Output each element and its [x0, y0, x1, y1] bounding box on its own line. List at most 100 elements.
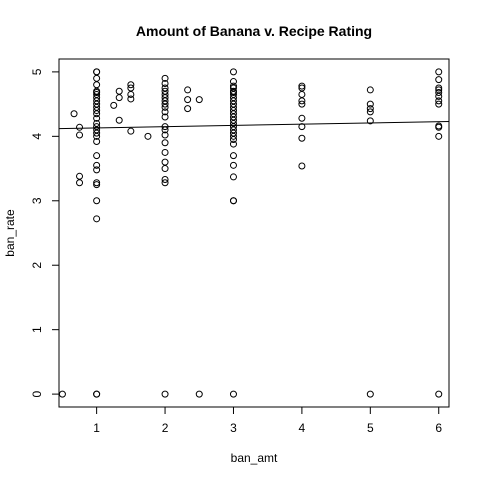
- data-point-123: [435, 123, 443, 131]
- data-point-17: [93, 107, 101, 115]
- data-point-45: [161, 74, 169, 82]
- regression-line: [58, 121, 450, 130]
- data-point-102: [298, 97, 306, 105]
- data-point-19: [93, 114, 101, 122]
- y-tick-label-2: 2: [30, 262, 44, 269]
- data-point-3: [76, 131, 84, 139]
- data-point-119: [435, 92, 443, 100]
- x-tick-label-2: 3: [230, 421, 237, 435]
- data-point-5: [76, 179, 84, 187]
- data-point-91: [229, 136, 237, 144]
- data-point-24: [93, 132, 101, 140]
- data-point-101: [298, 90, 306, 98]
- data-point-52: [161, 100, 169, 108]
- data-point-39: [127, 81, 135, 89]
- data-point-113: [366, 390, 374, 398]
- data-point-60: [161, 148, 169, 156]
- y-tick-label-4: 4: [30, 133, 44, 140]
- data-point-42: [127, 95, 135, 103]
- x-tick-label-1: 2: [162, 421, 169, 435]
- data-point-53: [161, 103, 169, 111]
- data-point-38: [115, 116, 123, 124]
- x-axis: 1 2 3 4 5 6: [93, 407, 442, 435]
- data-point-97: [229, 197, 237, 205]
- data-point-28: [93, 166, 101, 174]
- data-point-124: [435, 132, 443, 140]
- data-point-36: [115, 87, 123, 95]
- data-point-61: [161, 158, 169, 166]
- y-tick-label-5: 5: [30, 68, 44, 75]
- data-point-120: [435, 97, 443, 105]
- data-point-4: [76, 172, 84, 180]
- data-point-90: [229, 132, 237, 140]
- data-point-26: [93, 152, 101, 160]
- data-point-114: [435, 68, 443, 76]
- y-axis-label: ban_rate: [3, 209, 17, 257]
- data-point-58: [161, 131, 169, 139]
- data-point-110: [366, 105, 374, 113]
- data-point-115: [435, 76, 443, 84]
- data-point-70: [195, 390, 203, 398]
- data-point-25: [93, 137, 101, 145]
- x-tick-label-5: 6: [435, 421, 442, 435]
- data-point-41: [127, 90, 135, 98]
- data-point-116: [435, 84, 443, 92]
- data-point-59: [161, 139, 169, 147]
- data-point-112: [366, 117, 374, 125]
- data-point-1: [70, 110, 78, 118]
- y-axis: 0 1 2 3 4 5: [30, 68, 59, 397]
- data-point-32: [93, 215, 101, 223]
- data-point-103: [298, 100, 306, 108]
- data-point-121: [435, 100, 443, 108]
- data-point-109: [366, 100, 374, 108]
- data-point-94: [229, 161, 237, 169]
- data-point-106: [298, 134, 306, 142]
- x-tick-label-4: 5: [367, 421, 374, 435]
- data-point-2: [76, 123, 84, 131]
- data-point-125: [435, 390, 443, 398]
- data-point-62: [161, 165, 169, 173]
- data-point-23: [93, 129, 101, 137]
- data-point-64: [161, 179, 169, 187]
- data-point-111: [366, 108, 374, 116]
- data-point-37: [115, 94, 123, 102]
- data-point-98: [229, 390, 237, 398]
- data-point-34: [93, 390, 101, 398]
- data-point-18: [93, 110, 101, 118]
- data-point-108: [366, 86, 374, 94]
- data-point-56: [161, 123, 169, 131]
- y-tick-label-0: 0: [30, 390, 44, 397]
- data-point-76: [229, 89, 237, 97]
- data-point-68: [184, 105, 192, 113]
- chart-title: Amount of Banana v. Recipe Rating: [136, 23, 372, 39]
- data-point-107: [298, 162, 306, 170]
- data-point-92: [229, 140, 237, 148]
- data-point-7: [93, 68, 101, 76]
- data-point-31: [93, 197, 101, 205]
- data-point-105: [298, 123, 306, 131]
- data-point-29: [93, 179, 101, 187]
- data-point-69: [195, 96, 203, 104]
- data-point-99: [298, 82, 306, 90]
- x-tick-label-3: 4: [299, 421, 306, 435]
- plot-frame: [58, 58, 450, 408]
- x-axis-label: ban_amt: [231, 451, 278, 465]
- data-point-118: [435, 89, 443, 97]
- data-point-95: [229, 173, 237, 181]
- data-point-46: [161, 79, 169, 87]
- data-point-93: [229, 152, 237, 160]
- data-point-43: [127, 127, 135, 135]
- data-point-104: [298, 114, 306, 122]
- data-point-0: [58, 390, 66, 398]
- data-point-30: [93, 181, 101, 189]
- data-point-55: [161, 113, 169, 121]
- data-point-67: [184, 96, 192, 104]
- data-point-71: [229, 68, 237, 76]
- data-point-35: [110, 101, 118, 109]
- data-point-65: [161, 390, 169, 398]
- data-point-11: [93, 89, 101, 97]
- data-point-44: [144, 132, 152, 140]
- data-points: [58, 68, 443, 398]
- y-tick-label-1: 1: [30, 326, 44, 333]
